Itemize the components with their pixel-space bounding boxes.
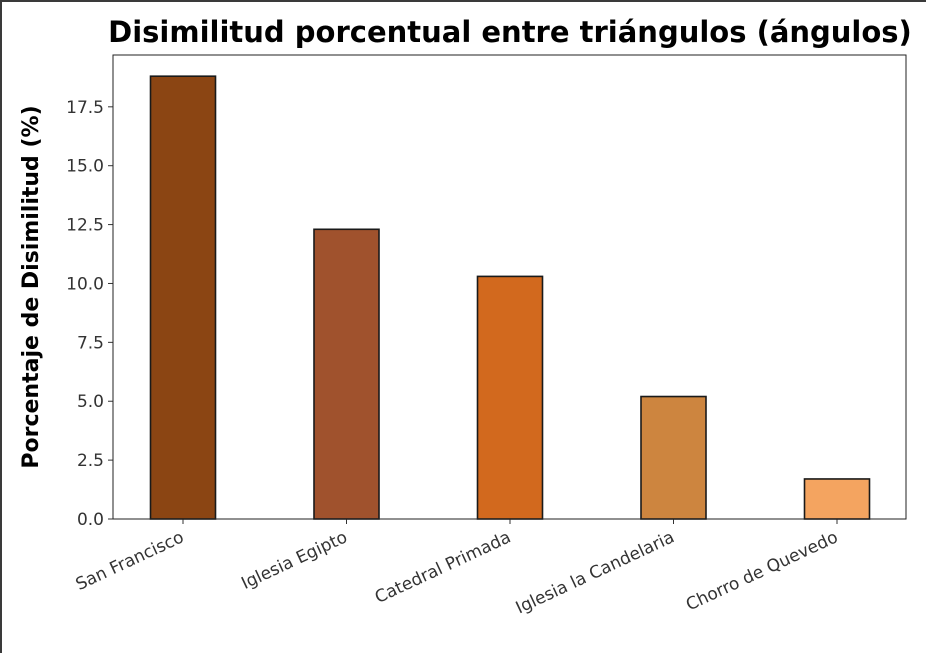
axes-frame bbox=[112, 54, 907, 520]
y-tick-label: 5.0 bbox=[77, 392, 104, 412]
bar-iglesia-la-candelaria bbox=[640, 395, 707, 520]
y-tick-label: 15.0 bbox=[66, 157, 104, 177]
window-border-left bbox=[0, 0, 2, 653]
plot-area: San Francisco Iglesia Egipto Catedral Prim… bbox=[66, 54, 907, 618]
y-tick-label: 7.5 bbox=[77, 333, 104, 353]
bar-catedral-primada bbox=[476, 275, 544, 520]
y-tick-label: 10.0 bbox=[66, 274, 104, 294]
x-tick-label: Chorro de Quevedo bbox=[683, 527, 841, 615]
y-tick-label: 17.5 bbox=[66, 98, 104, 118]
window-border-top bbox=[0, 0, 926, 2]
bar-iglesia-egipto bbox=[313, 228, 380, 520]
chart-title: Disimilitud porcentual entre triángulos … bbox=[108, 15, 912, 49]
bar-san-francisco bbox=[149, 75, 217, 520]
x-tick-label: Iglesia la Candelaria bbox=[513, 527, 678, 618]
bar-chorro-de-quevedo bbox=[803, 478, 871, 520]
y-tick-label: 0.0 bbox=[77, 510, 104, 530]
x-tick-label: San Francisco bbox=[73, 527, 187, 594]
y-tick-label: 2.5 bbox=[77, 451, 104, 471]
x-tick-label: Catedral Primada bbox=[372, 527, 514, 608]
y-axis-label: Porcentaje de Disimilitud (%) bbox=[19, 105, 44, 468]
x-tick-label: Iglesia Egipto bbox=[238, 527, 350, 594]
y-tick-label: 12.5 bbox=[66, 216, 104, 236]
